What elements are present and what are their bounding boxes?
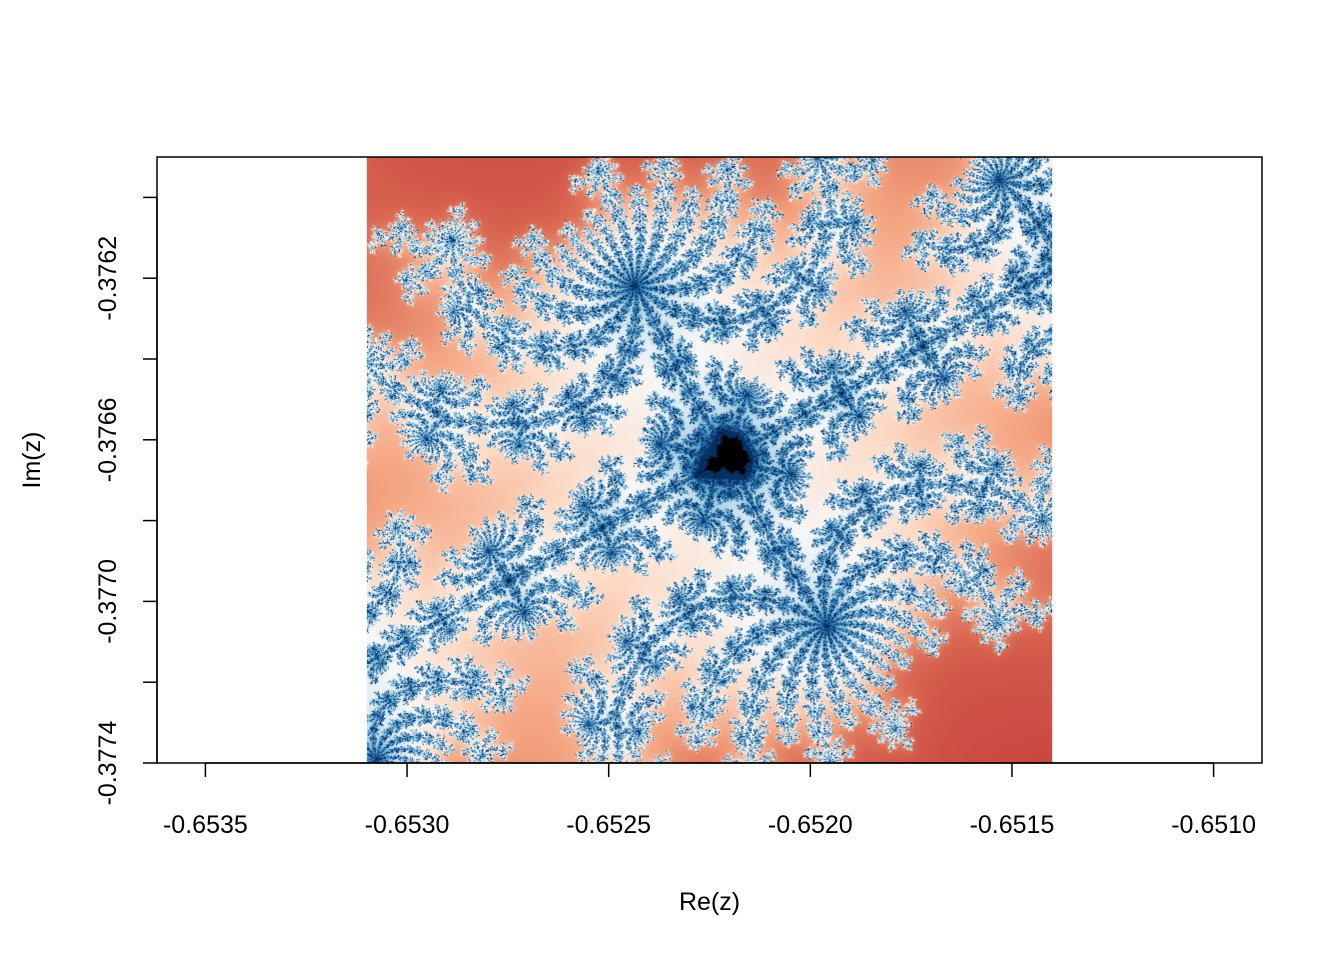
x-tick-label: -0.6520 (768, 811, 853, 839)
x-tick-label: -0.6510 (1171, 811, 1256, 839)
fractal-raster (366, 157, 1053, 763)
fractal-image (366, 157, 1053, 763)
x-axis-label: Re(z) (679, 888, 740, 916)
y-tick-label: -0.3766 (94, 397, 122, 482)
y-tick-label: -0.3770 (94, 559, 122, 644)
x-tick-label: -0.6515 (970, 811, 1055, 839)
y-tick-label: -0.3774 (94, 721, 122, 806)
x-tick-label: -0.6525 (566, 811, 651, 839)
x-tick-label: -0.6535 (163, 811, 248, 839)
x-axis: -0.6535 -0.6530 -0.6525 -0.6520 -0.6515 -0.65… (163, 762, 1256, 839)
y-axis-label: Im(z) (18, 432, 46, 489)
y-tick-label: -0.3762 (94, 236, 122, 321)
x-tick-label: -0.6530 (365, 811, 450, 839)
y-axis: -0.3774 -0.3770 -0.3766 -0.3762 (94, 196, 158, 806)
